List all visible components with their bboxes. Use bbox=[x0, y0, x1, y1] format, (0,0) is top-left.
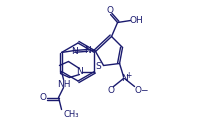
Text: O: O bbox=[106, 6, 113, 15]
Text: O: O bbox=[39, 93, 46, 102]
Text: +: + bbox=[125, 71, 132, 80]
Text: N: N bbox=[84, 46, 91, 55]
Text: N: N bbox=[121, 74, 128, 83]
Text: NH: NH bbox=[57, 80, 70, 89]
Text: O: O bbox=[134, 86, 141, 95]
Text: S: S bbox=[96, 62, 101, 71]
Text: O: O bbox=[107, 86, 114, 95]
Text: N: N bbox=[76, 67, 83, 76]
Text: OH: OH bbox=[130, 16, 143, 25]
Text: −: − bbox=[140, 85, 147, 94]
Text: N: N bbox=[71, 47, 78, 56]
Text: CH₃: CH₃ bbox=[64, 110, 79, 119]
